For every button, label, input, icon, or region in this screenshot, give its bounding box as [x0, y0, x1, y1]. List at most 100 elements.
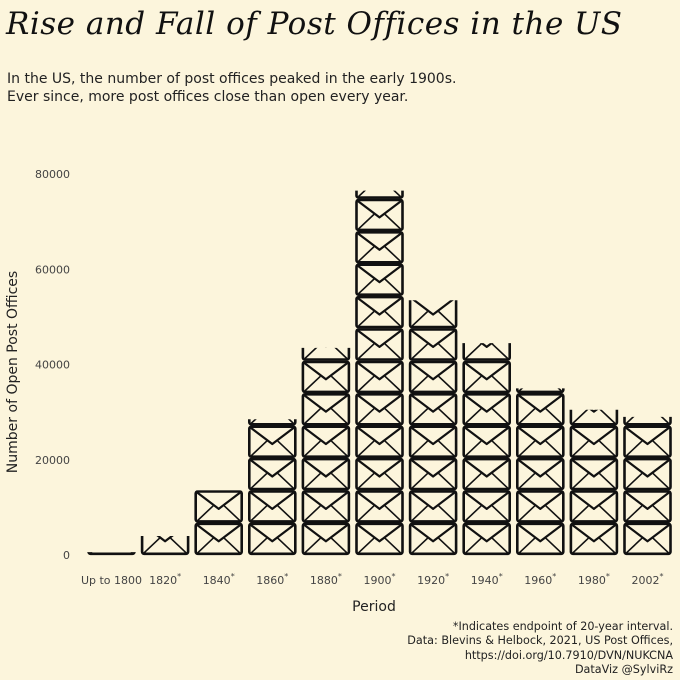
envelope-icon [569, 457, 619, 491]
x-tick-label: 1980* [578, 572, 610, 587]
y-tick-label: 0 [63, 549, 70, 562]
envelope-icon [623, 457, 672, 491]
y-tick-label: 20000 [35, 454, 70, 467]
y-axis: 0 20000 40000 60000 80000 [35, 168, 70, 562]
bar [248, 419, 297, 556]
envelope-icon [248, 522, 297, 556]
envelope-icon [301, 425, 351, 458]
bar [87, 552, 136, 556]
envelope-icon [408, 425, 458, 458]
envelope-icon [515, 392, 565, 426]
bar [194, 490, 243, 556]
footnote-line-3: https://doi.org/10.7910/DVN/NUKCNA [464, 648, 673, 662]
envelope-icon [355, 360, 404, 394]
y-tick-label: 60000 [35, 263, 70, 276]
x-tick-label: 1960* [524, 572, 556, 587]
envelope-icon [623, 416, 672, 426]
envelope-icon [301, 347, 351, 361]
bar [140, 535, 190, 556]
envelope-icon [408, 328, 458, 361]
chart-subtitle: In the US, the number of post offices pe… [7, 70, 456, 106]
bars [87, 190, 672, 556]
bar [355, 190, 404, 556]
envelope-icon [355, 295, 404, 329]
envelope-icon [623, 425, 672, 458]
envelope-icon [462, 457, 512, 491]
envelope-icon [515, 425, 565, 458]
envelope-icon [301, 360, 351, 394]
envelope-icon [248, 419, 297, 426]
envelope-icon [462, 425, 512, 458]
envelope-icon [355, 190, 404, 199]
envelope-icon [355, 457, 404, 491]
x-tick-label: 1920* [417, 572, 449, 587]
envelope-icon [462, 522, 512, 556]
envelope-icon [408, 392, 458, 426]
bar [515, 388, 565, 556]
footnote-line-4: DataViz @SylviRz [574, 663, 673, 677]
x-tick-label: 1860* [256, 572, 288, 587]
x-tick-label: 1940* [471, 572, 503, 587]
envelope-icon [248, 490, 297, 523]
envelope-icon [355, 328, 404, 361]
y-axis-title: Number of Open Post Offices [5, 271, 21, 473]
x-tick-label: 1840* [203, 572, 235, 587]
envelope-icon [355, 231, 404, 264]
envelope-icon [462, 392, 512, 426]
envelope-icon [248, 425, 297, 458]
y-tick-label: 80000 [35, 168, 70, 181]
bar [462, 343, 512, 556]
envelope-icon [355, 392, 404, 426]
y-tick-label: 40000 [35, 359, 70, 372]
envelope-icon [194, 522, 243, 556]
envelope-icon [569, 409, 619, 426]
envelope-icon [569, 522, 619, 556]
envelope-icon [140, 535, 190, 556]
envelope-icon [516, 388, 565, 394]
envelope-icon [301, 457, 351, 491]
x-axis-title: Period [352, 599, 396, 615]
subtitle-line-1: In the US, the number of post offices pe… [7, 71, 457, 87]
envelope-icon [408, 522, 458, 556]
x-tick-label: 1900* [364, 572, 396, 587]
envelope-icon [408, 300, 458, 329]
envelope-icon [462, 360, 512, 394]
envelope-icon [355, 425, 404, 458]
bar [623, 416, 672, 556]
envelope-icon [301, 490, 351, 523]
envelope-icon [623, 522, 672, 556]
envelope-icon [462, 343, 511, 361]
x-tick-label: 1820* [149, 572, 181, 587]
envelope-icon [569, 425, 619, 458]
envelope-icon [355, 490, 404, 523]
envelope-icon [515, 490, 565, 523]
x-axis: Up to 1800 1820* 1840* 1860* 1880* 1900* 1920*… [81, 572, 664, 587]
bar [569, 409, 619, 556]
x-tick-label: 1880* [310, 572, 342, 587]
footnote: *Indicates endpoint of 20-year interval.… [407, 620, 673, 678]
envelope-icon [408, 457, 458, 491]
envelope-icon [248, 457, 297, 491]
envelope-icon [408, 490, 458, 523]
x-tick-label: 2002* [632, 572, 664, 587]
bar [408, 300, 458, 556]
envelope-icon [623, 490, 672, 523]
envelope-icon [355, 198, 404, 232]
envelope-icon [515, 457, 565, 491]
envelope-icon [355, 263, 404, 297]
footnote-line-1: *Indicates endpoint of 20-year interval. [452, 620, 673, 633]
subtitle-line-2: Ever since, more post offices close than… [7, 89, 409, 105]
envelope-icon [408, 360, 458, 394]
envelope-icon [87, 552, 136, 556]
envelope-icon [301, 392, 351, 426]
envelope-icon [515, 522, 565, 556]
x-tick-label: Up to 1800 [81, 574, 142, 587]
envelope-icon [194, 490, 243, 523]
envelope-icon [301, 522, 351, 556]
envelope-icon [355, 522, 404, 556]
footnote-line-2: Data: Blevins & Helbock, 2021, US Post O… [407, 634, 673, 648]
envelope-icon [462, 490, 512, 523]
chart-title: Rise and Fall of Post Offices in the US [6, 6, 623, 42]
envelope-icon [569, 490, 619, 523]
